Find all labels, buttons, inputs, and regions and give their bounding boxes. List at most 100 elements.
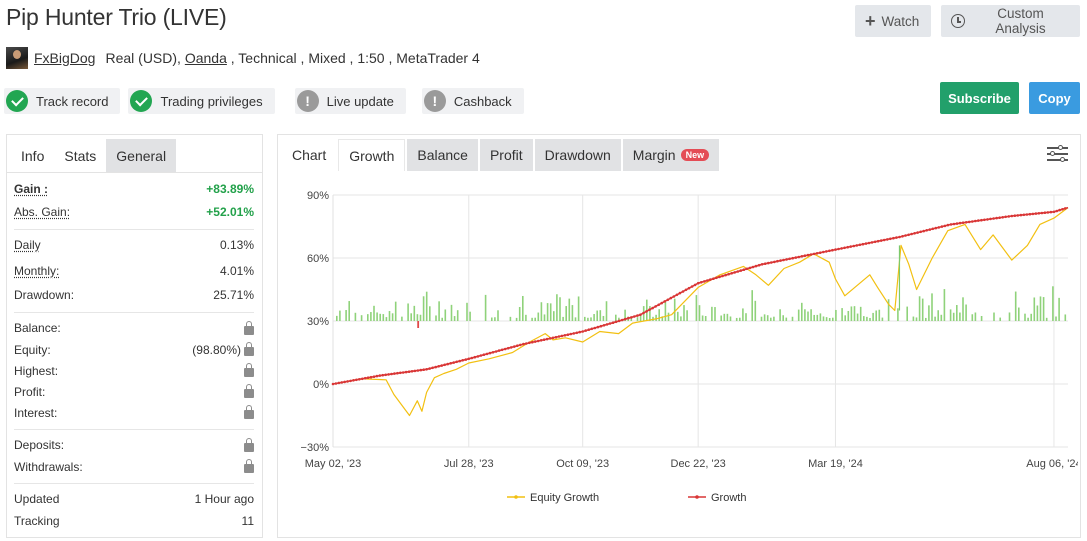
growth-point	[1046, 211, 1050, 214]
growth-point	[763, 262, 767, 265]
daily-bar	[704, 316, 707, 321]
daily-bar	[959, 312, 961, 321]
legend-growth-label[interactable]: Growth	[711, 492, 746, 504]
tab-margin-label: Margin	[632, 147, 676, 163]
daily-bar	[1045, 317, 1048, 321]
growth-point	[363, 376, 367, 380]
growth-point	[1034, 212, 1038, 215]
growth-point	[642, 311, 645, 315]
watch-button[interactable]: + Watch	[855, 5, 931, 37]
daily-bar	[723, 313, 726, 321]
growth-point	[494, 350, 498, 353]
daily-bar	[639, 314, 642, 321]
growth-point	[925, 229, 928, 232]
legend-equity-label[interactable]: Equity Growth	[530, 492, 599, 504]
stat-label[interactable]: Daily	[14, 238, 41, 252]
growth-point	[337, 381, 341, 385]
tab-growth[interactable]: Growth	[338, 139, 406, 171]
daily-bar	[615, 314, 617, 321]
daily-bar	[655, 314, 657, 321]
stat-value: 25.71%	[213, 288, 254, 302]
tab-chart[interactable]: Chart	[292, 147, 327, 163]
stat-abs-gain: Abs. Gain: +52.01%	[14, 199, 254, 225]
growth-point	[794, 256, 798, 259]
series-line-growth	[332, 206, 1069, 385]
stat-value: +83.89%	[206, 182, 254, 196]
daily-bar	[766, 315, 769, 321]
daily-bar	[742, 308, 744, 321]
subscribe-button[interactable]: Subscribe	[940, 82, 1019, 114]
broker-link[interactable]: Oanda	[184, 50, 227, 66]
growth-point	[861, 242, 865, 246]
badge-trading-privileges[interactable]: Trading privileges	[128, 88, 275, 114]
tab-stats[interactable]: Stats	[54, 139, 107, 172]
growth-point	[684, 288, 688, 292]
growth-point	[974, 219, 977, 223]
growth-point	[1061, 208, 1064, 211]
daily-bar	[745, 313, 747, 321]
growth-point	[399, 371, 402, 375]
daily-bar	[804, 309, 806, 321]
growth-point	[479, 354, 483, 357]
growth-point	[748, 266, 752, 270]
growth-point	[712, 277, 715, 280]
details-text: , Technical , Mixed , 1:50 , MetaTrader …	[226, 50, 480, 66]
daily-bar	[1052, 286, 1054, 321]
tab-general[interactable]: General	[106, 139, 177, 172]
daily-bar	[1030, 313, 1032, 321]
growth-point	[785, 258, 788, 261]
daily-bar	[574, 317, 577, 321]
growth-chart[interactable]: 90% 60% 30% 0% −30% May 02, '23 Jul 28, '23 Oc…	[278, 173, 1078, 537]
daily-bar	[497, 310, 499, 321]
copy-button[interactable]: Copy	[1029, 82, 1080, 114]
badge-cashback[interactable]: ! Cashback	[421, 88, 524, 114]
growth-point	[754, 264, 758, 268]
tab-balance[interactable]: Balance	[407, 139, 478, 171]
stat-label[interactable]: Monthly:	[14, 264, 60, 278]
daily-bar	[531, 317, 533, 321]
growth-point	[946, 223, 950, 227]
chart-settings-icon[interactable]	[1047, 144, 1068, 162]
y-tick-label: −30%	[301, 442, 330, 454]
daily-bar	[543, 314, 546, 321]
growth-point	[678, 291, 682, 295]
growth-point	[773, 260, 776, 264]
avatar[interactable]	[6, 47, 28, 69]
x-axis: May 02, '23 Jul 28, '23 Oct 09, '23 Dec 22,…	[305, 458, 1078, 470]
daily-bar	[729, 316, 732, 321]
daily-bar	[841, 308, 843, 321]
growth-point	[506, 346, 510, 350]
growth-point	[536, 339, 540, 343]
growth-point	[907, 233, 910, 237]
stat-label[interactable]: Abs. Gain:	[14, 205, 71, 219]
growth-point	[431, 366, 434, 370]
stat-label[interactable]: Gain :	[14, 182, 49, 196]
tab-info[interactable]: Info	[11, 139, 55, 172]
daily-bar	[863, 316, 865, 321]
tab-profit[interactable]: Profit	[479, 139, 533, 171]
growth-point	[709, 278, 712, 281]
growth-point	[818, 251, 822, 254]
daily-bar	[735, 317, 738, 321]
growth-point	[1049, 210, 1053, 214]
growth-point	[837, 247, 840, 251]
custom-analysis-button[interactable]: Custom Analysis	[941, 5, 1080, 37]
growth-point	[910, 232, 913, 236]
tab-drawdown[interactable]: Drawdown	[534, 139, 621, 171]
growth-point	[542, 338, 546, 341]
growth-point	[913, 232, 916, 235]
account-text: Real (USD),	[105, 50, 185, 66]
growth-point	[724, 273, 727, 277]
y-tick-label: 0%	[313, 379, 329, 391]
growth-point	[636, 314, 639, 317]
badge-track-record[interactable]: Track record	[4, 88, 121, 114]
daily-bar	[435, 315, 437, 321]
growth-point	[393, 372, 396, 375]
daily-bar	[354, 312, 357, 321]
author-link[interactable]: FxBigDog	[34, 50, 96, 66]
tab-margin[interactable]: Margin New	[622, 139, 720, 171]
growth-point	[788, 257, 791, 261]
growth-point	[672, 295, 676, 298]
badge-live-update[interactable]: ! Live update	[294, 88, 406, 114]
growth-point	[928, 228, 932, 231]
